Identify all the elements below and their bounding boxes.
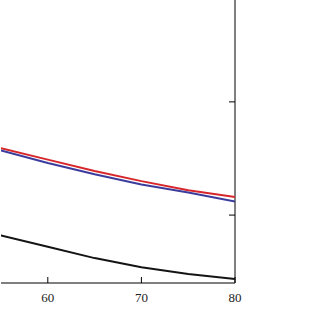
series-line bbox=[1, 148, 235, 197]
x-tick bbox=[47, 277, 48, 283]
y-frame-line bbox=[235, 0, 236, 283]
chart: 60 70 80 bbox=[0, 0, 330, 328]
x-tick bbox=[141, 277, 142, 283]
y-tick bbox=[229, 101, 235, 102]
series-line bbox=[1, 151, 235, 202]
series-line bbox=[1, 235, 235, 279]
plot-area bbox=[1, 148, 235, 279]
x-tick-label: 60 bbox=[41, 290, 54, 305]
x-tick-label: 80 bbox=[229, 290, 242, 305]
x-axis-line bbox=[1, 283, 235, 284]
chart-svg: 60 70 80 bbox=[0, 0, 330, 328]
x-tick-label: 70 bbox=[135, 290, 148, 305]
y-tick bbox=[229, 215, 235, 216]
